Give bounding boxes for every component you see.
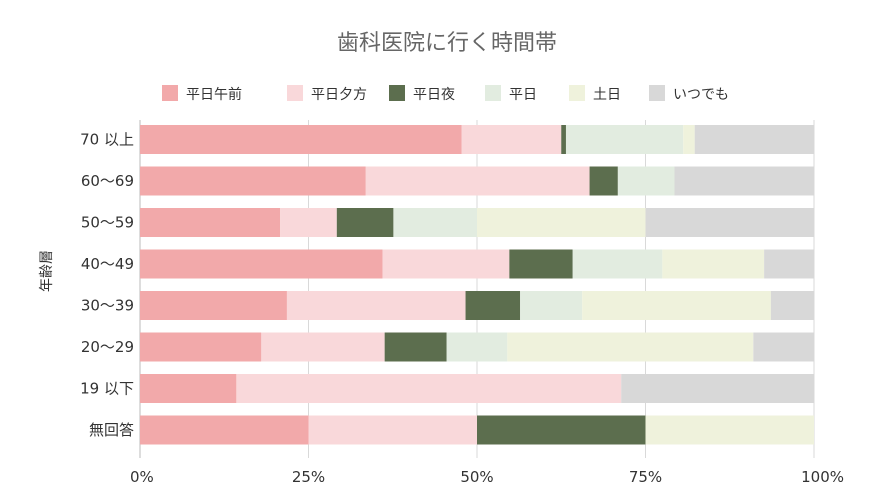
- bar-segment: [561, 125, 566, 154]
- bar-segment: [384, 332, 447, 362]
- bar-segment: [477, 415, 646, 445]
- bar-segment: [140, 415, 309, 445]
- bar-segment: [286, 291, 466, 320]
- bar-segment: [261, 332, 385, 362]
- bar-segment: [645, 208, 814, 237]
- category-label: 40～49: [81, 255, 134, 273]
- bar-segment: [477, 208, 646, 237]
- x-tick-label: 75%: [629, 468, 662, 486]
- bar-segment: [565, 125, 684, 154]
- bar-segment: [365, 166, 590, 196]
- bar-segment: [280, 208, 337, 237]
- legend-swatch: [649, 85, 665, 101]
- bar-segment: [140, 166, 366, 196]
- category-label: 30～39: [81, 297, 134, 315]
- bar-segment: [465, 291, 521, 320]
- bar-segment: [582, 291, 771, 320]
- x-tick-label: 25%: [292, 468, 325, 486]
- bar-segment: [572, 249, 663, 279]
- bar-segment: [674, 166, 814, 196]
- bar-segment: [308, 415, 477, 445]
- category-label: 70 以上: [80, 131, 134, 149]
- bar-segment: [520, 291, 583, 320]
- bar-segment: [140, 332, 262, 362]
- bar-segment: [236, 374, 622, 403]
- bar-segment: [683, 125, 695, 154]
- legend-swatch: [569, 85, 585, 101]
- legend-label: 平日: [509, 87, 537, 103]
- bar-segment: [753, 332, 814, 362]
- bar-segment: [336, 208, 394, 237]
- bars: [140, 125, 814, 445]
- legend-swatch: [287, 85, 303, 101]
- bar-segment: [694, 125, 814, 154]
- legend-label: 土日: [593, 87, 621, 103]
- y-axis-title: 年齢層: [39, 250, 55, 292]
- bar-segment: [393, 208, 477, 237]
- bar-segment: [770, 291, 814, 320]
- bar-segment: [589, 166, 618, 196]
- category-label: 60～69: [81, 172, 134, 190]
- bar-segment: [764, 249, 814, 279]
- chart-title: 歯科医院に行く時間帯: [337, 31, 557, 56]
- bar-segment: [621, 374, 814, 403]
- bar-segment: [507, 332, 754, 362]
- legend: 平日午前 平日夕方 平日夜 平日 土日 いつでも: [162, 85, 729, 103]
- bar-segment: [140, 374, 237, 403]
- bar-segment: [140, 125, 462, 154]
- x-tick-label: 0%: [130, 468, 154, 486]
- legend-swatch: [162, 85, 178, 101]
- bar-segment: [662, 249, 765, 279]
- category-label: 19 以下: [80, 380, 134, 398]
- legend-label: 平日夜: [413, 87, 455, 103]
- legend-label: 平日夕方: [311, 87, 367, 103]
- bar-segment: [140, 291, 287, 320]
- bar-segment: [140, 249, 383, 279]
- category-label: 50～59: [81, 214, 134, 232]
- category-label: 無回答: [89, 421, 134, 439]
- category-label: 20～29: [81, 338, 134, 356]
- bar-segment: [617, 166, 675, 196]
- x-tick-label: 100%: [801, 468, 844, 486]
- legend-swatch: [389, 85, 405, 101]
- bar-segment: [140, 208, 281, 237]
- x-tick-label: 50%: [460, 468, 493, 486]
- bar-segment: [509, 249, 573, 279]
- bar-segment: [446, 332, 508, 362]
- x-tick-labels: 0% 25% 50% 75% 100%: [130, 468, 844, 486]
- legend-label: いつでも: [673, 87, 729, 103]
- bar-segment: [645, 415, 814, 445]
- bar-segment: [382, 249, 510, 279]
- legend-swatch: [485, 85, 501, 101]
- legend-label: 平日午前: [186, 86, 242, 103]
- bar-segment: [461, 125, 562, 154]
